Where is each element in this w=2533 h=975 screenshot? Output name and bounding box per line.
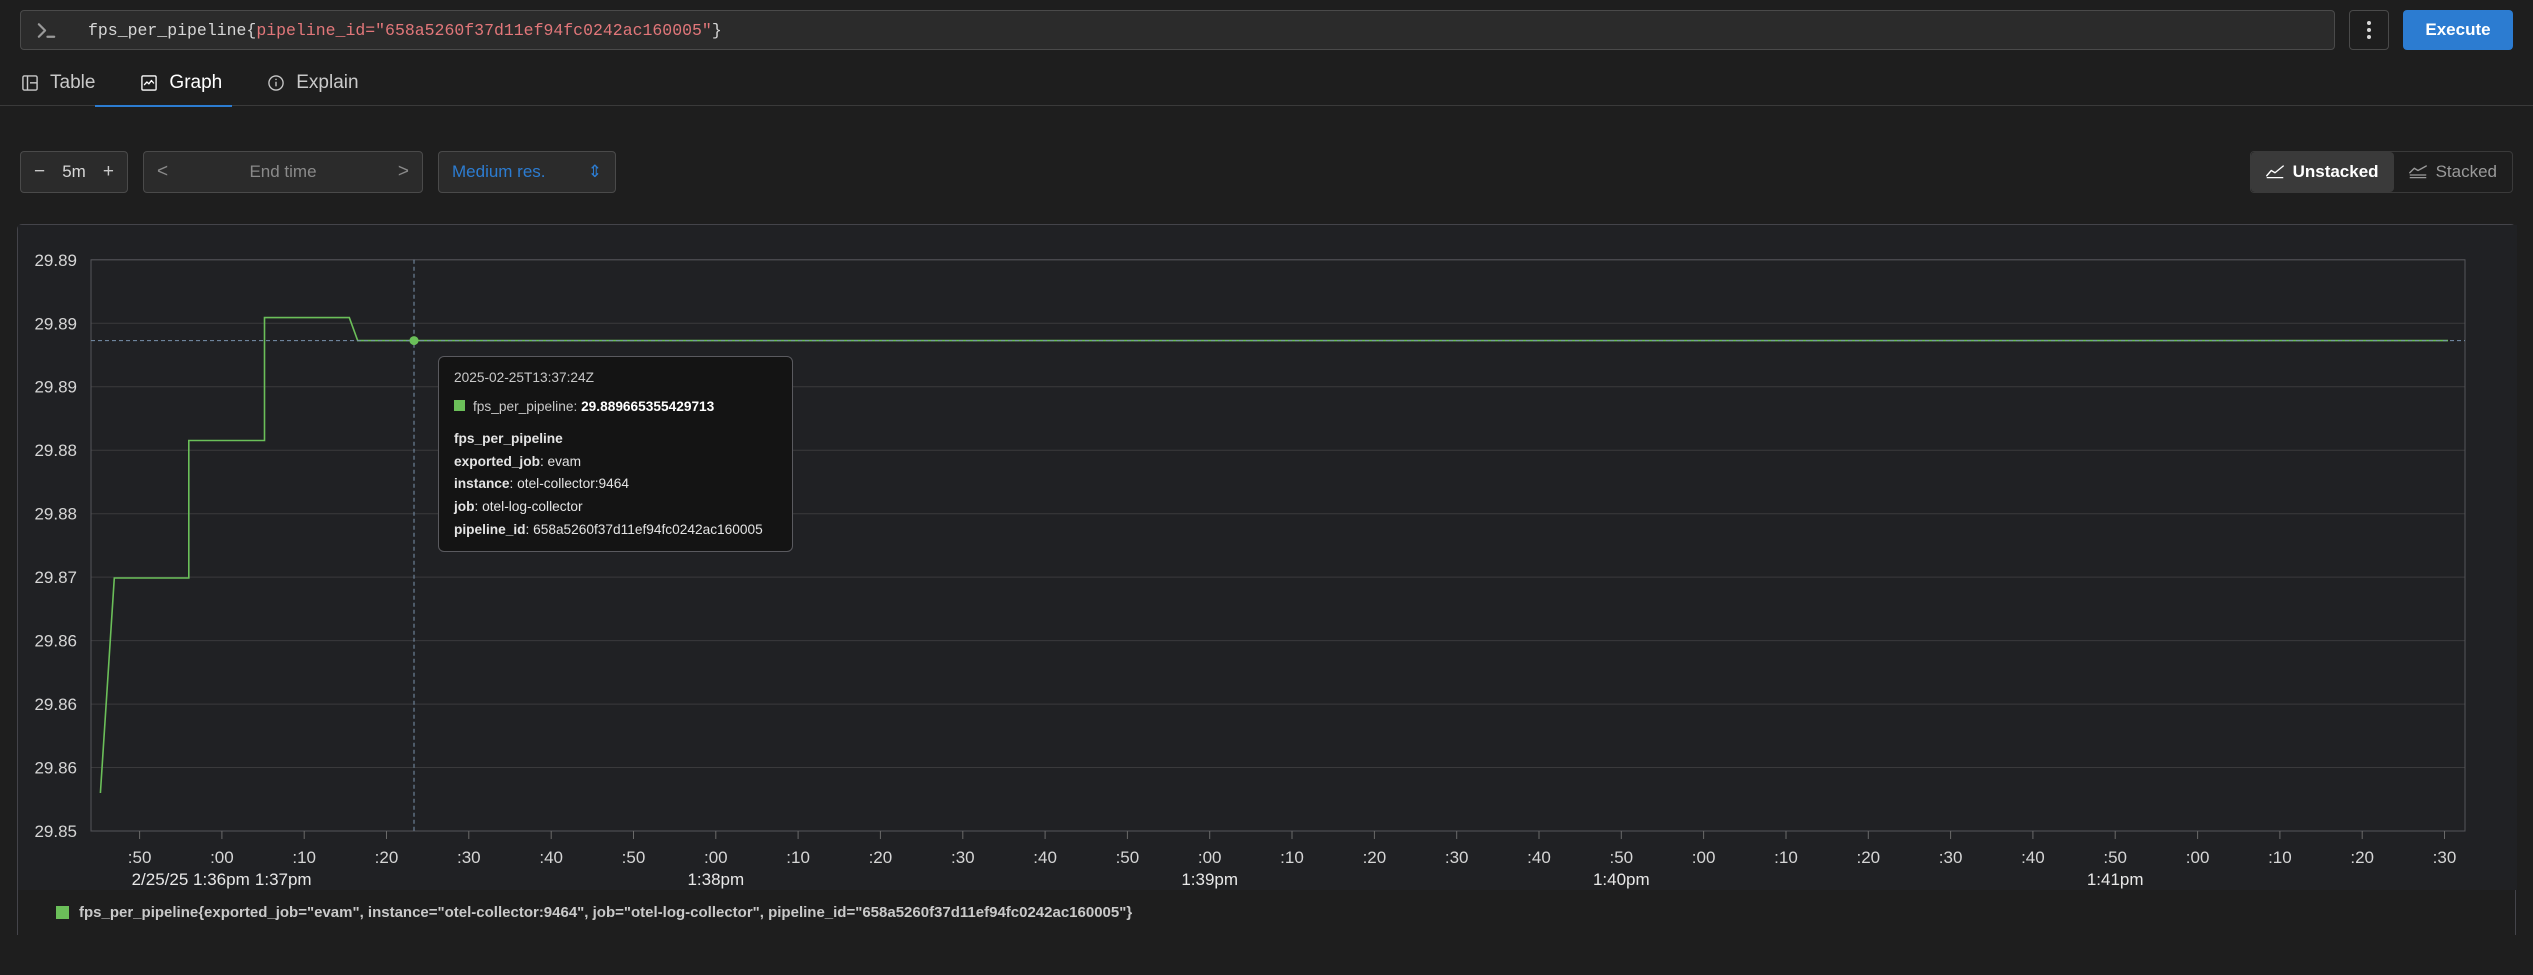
svg-text::40: :40 <box>1033 848 1057 867</box>
svg-text::50: :50 <box>1609 848 1633 867</box>
svg-text:29.86: 29.86 <box>34 695 77 714</box>
svg-text::20: :20 <box>1363 848 1387 867</box>
svg-text::00: :00 <box>2186 848 2210 867</box>
svg-text::40: :40 <box>1527 848 1551 867</box>
svg-text::20: :20 <box>869 848 893 867</box>
svg-text::50: :50 <box>1116 848 1140 867</box>
svg-text:2/25/25 1:36pm: 2/25/25 1:36pm <box>132 870 250 889</box>
svg-text::10: :10 <box>2268 848 2292 867</box>
svg-text::10: :10 <box>1774 848 1798 867</box>
svg-text:1:41pm: 1:41pm <box>2087 870 2144 889</box>
svg-text::10: :10 <box>1280 848 1304 867</box>
svg-text:29.89: 29.89 <box>34 314 77 333</box>
svg-text:29.88: 29.88 <box>34 505 77 524</box>
svg-text:1:39pm: 1:39pm <box>1181 870 1238 889</box>
svg-text::40: :40 <box>2021 848 2045 867</box>
svg-text::50: :50 <box>2103 848 2127 867</box>
svg-text:29.87: 29.87 <box>34 568 77 587</box>
svg-text:29.86: 29.86 <box>34 759 77 778</box>
svg-text::00: :00 <box>1198 848 1222 867</box>
svg-text::00: :00 <box>210 848 234 867</box>
svg-text:1:38pm: 1:38pm <box>687 870 744 889</box>
svg-text:1:37pm: 1:37pm <box>255 870 312 889</box>
svg-text::30: :30 <box>1445 848 1469 867</box>
svg-text:29.85: 29.85 <box>34 822 77 841</box>
svg-text::10: :10 <box>786 848 810 867</box>
svg-text::30: :30 <box>1939 848 1963 867</box>
svg-text:1:40pm: 1:40pm <box>1593 870 1650 889</box>
svg-text:29.89: 29.89 <box>34 378 77 397</box>
svg-text::30: :30 <box>457 848 481 867</box>
svg-text::50: :50 <box>622 848 646 867</box>
svg-text::10: :10 <box>292 848 316 867</box>
svg-text::20: :20 <box>375 848 399 867</box>
svg-text:29.86: 29.86 <box>34 632 77 651</box>
svg-text:29.88: 29.88 <box>34 441 77 460</box>
svg-text::00: :00 <box>1692 848 1716 867</box>
svg-text::40: :40 <box>539 848 563 867</box>
svg-text::20: :20 <box>2350 848 2374 867</box>
svg-text::00: :00 <box>704 848 728 867</box>
svg-text::20: :20 <box>1856 848 1880 867</box>
svg-text::30: :30 <box>951 848 975 867</box>
svg-text::50: :50 <box>128 848 152 867</box>
svg-text::30: :30 <box>2433 848 2457 867</box>
svg-text:29.89: 29.89 <box>34 251 77 270</box>
